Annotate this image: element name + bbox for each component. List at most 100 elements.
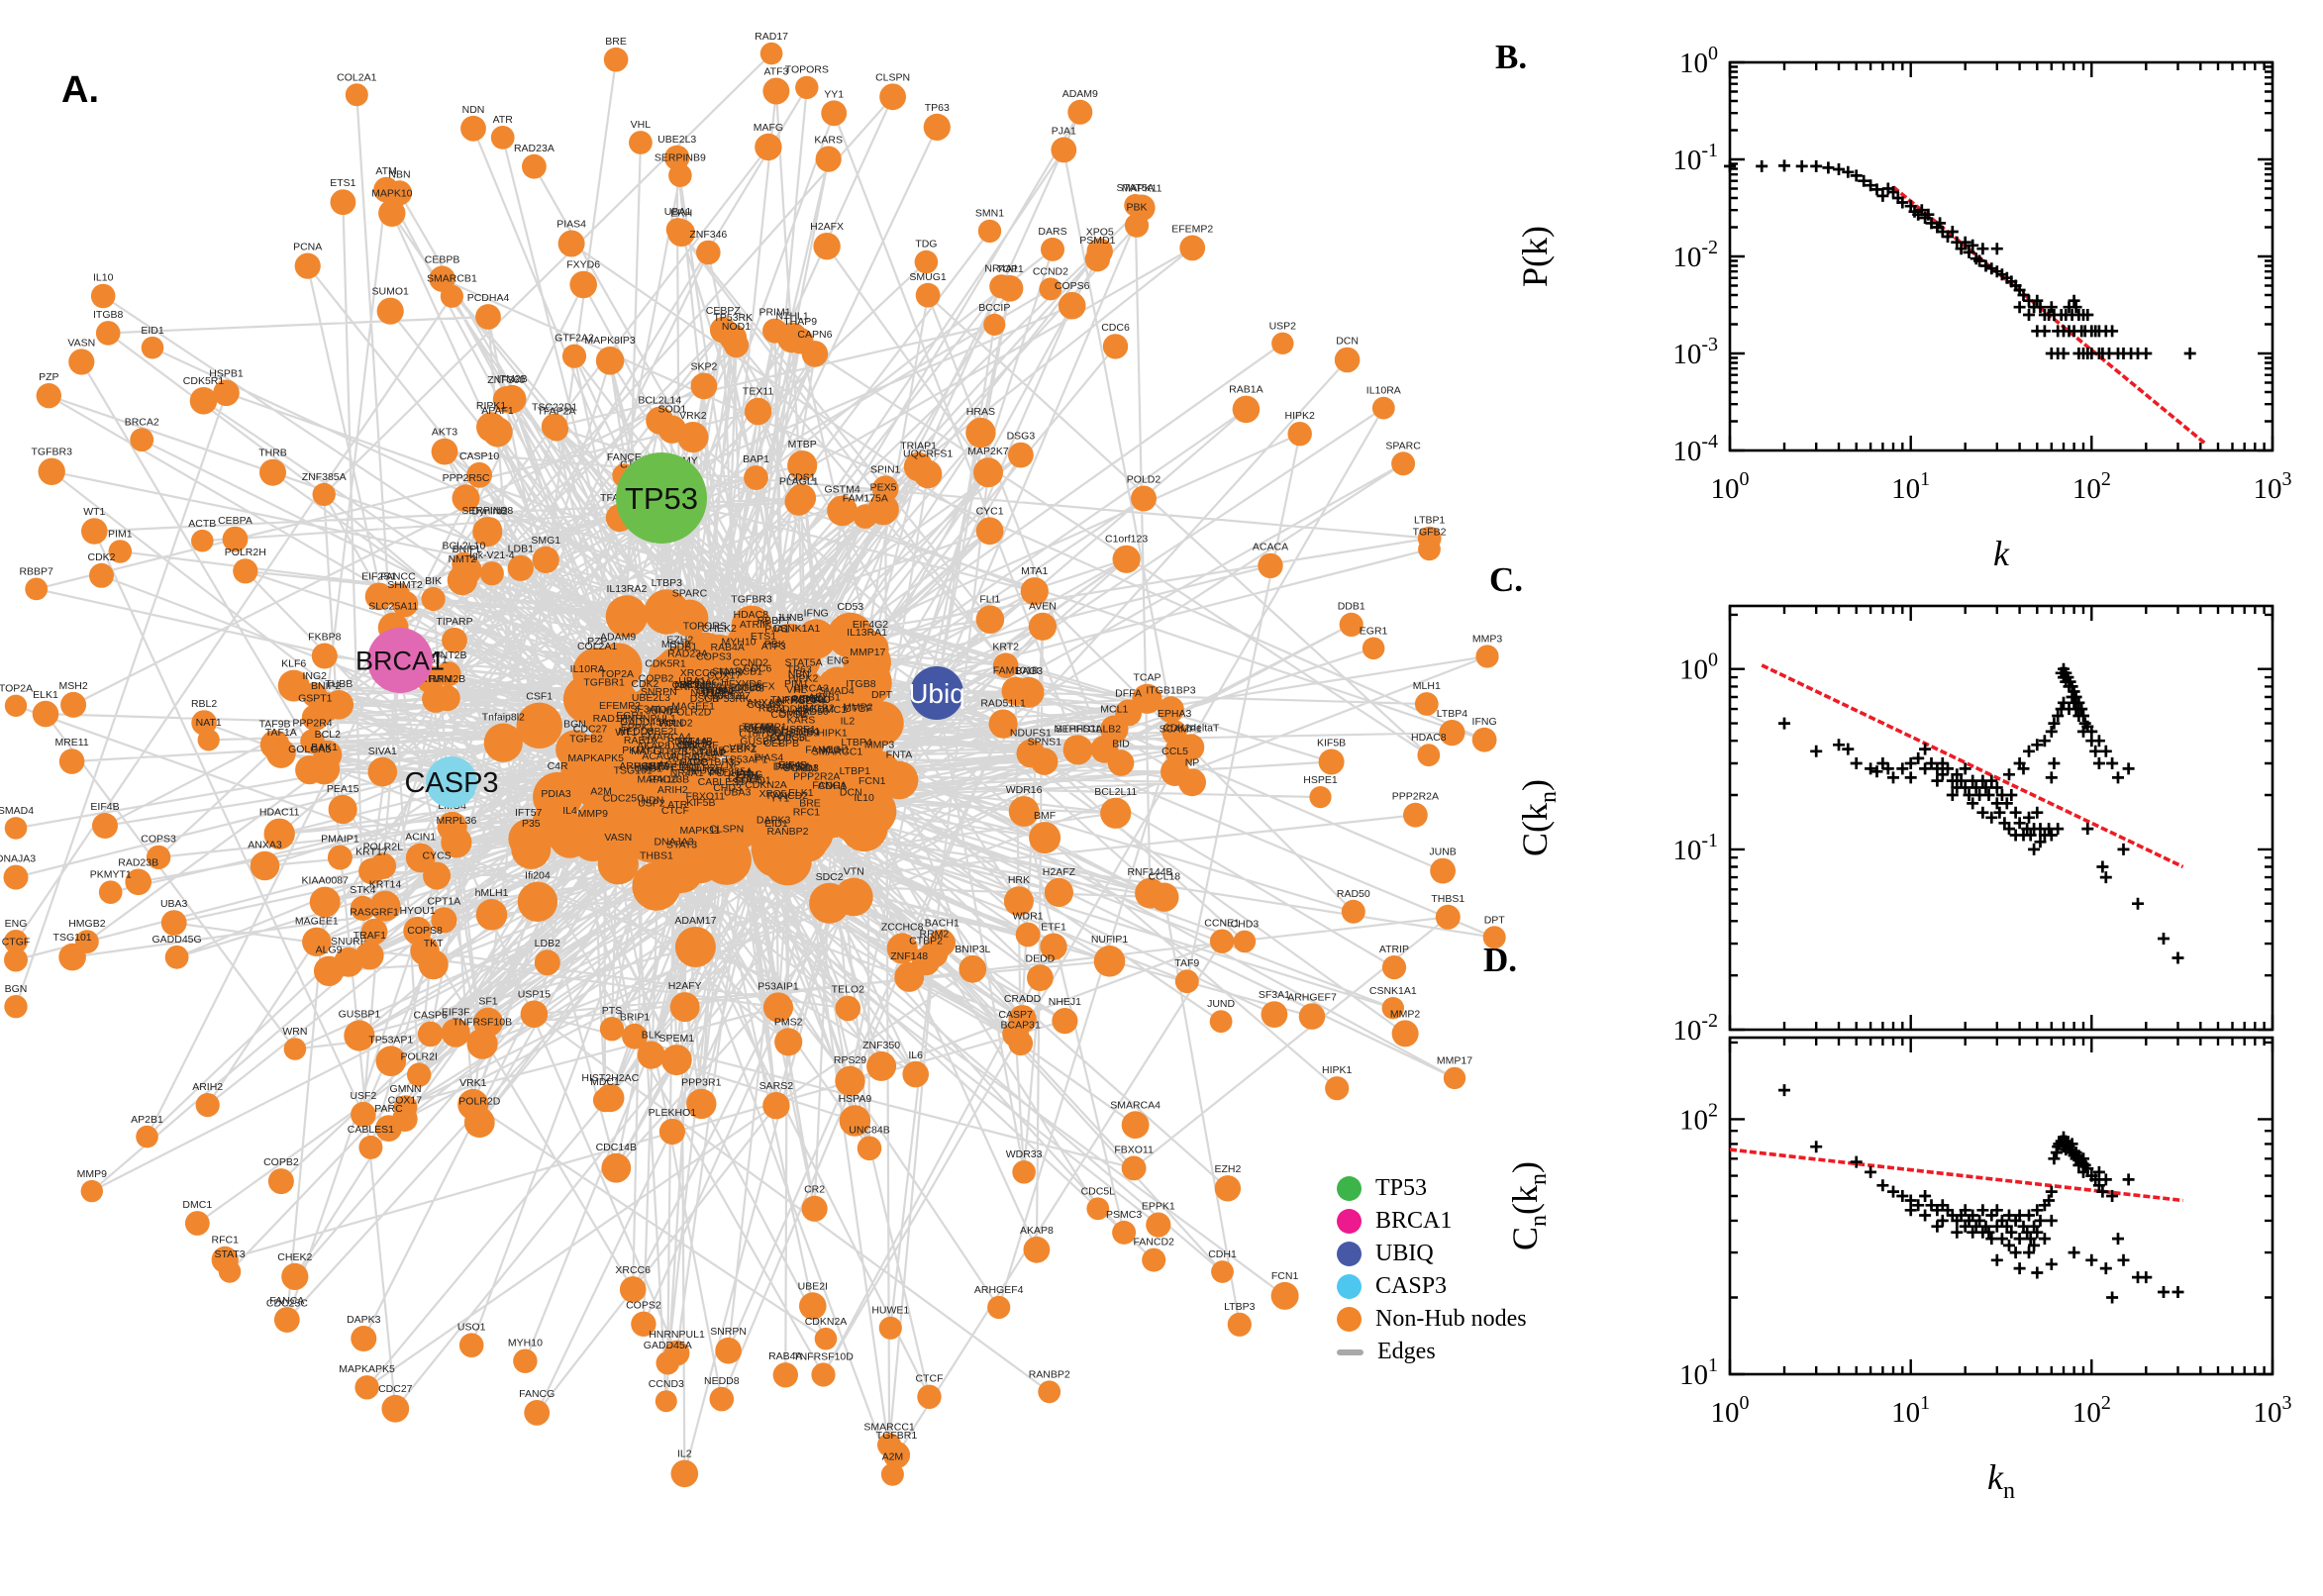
network-node-label: CTGF (844, 703, 872, 715)
network-node-label: H2AFZ (1043, 866, 1076, 878)
y-tick-label: 102 (1679, 1099, 1718, 1136)
network-node-label: MMP17 (850, 647, 885, 658)
network-node-label: ELK1 (33, 689, 58, 701)
network-node (516, 702, 562, 748)
network-node-label: BID (1112, 738, 1130, 749)
network-node-label: COPB2 (263, 1156, 299, 1168)
network-node-label: TAF9 (1174, 957, 1199, 969)
network-node-label: RFC1 (211, 1235, 239, 1247)
legend-item-label: TP53 (1375, 1175, 1428, 1201)
network-node (36, 383, 61, 409)
network-node-label: IL13RA2 (606, 583, 647, 595)
network-node (977, 219, 1002, 244)
network-node-label: CDC6 (744, 663, 772, 675)
network-node (637, 1041, 665, 1069)
network-node-label: PPP2R2A (793, 771, 840, 783)
network-node-label: COPS6 (1055, 280, 1090, 292)
network-node (369, 890, 401, 922)
network-node-label: ZNF360 (487, 374, 525, 386)
network-node-label: MMP3 (864, 739, 894, 750)
network-node (569, 270, 597, 299)
network-node-label: USO1 (457, 1321, 486, 1333)
network-node-label: ACACA (642, 750, 677, 762)
network-node-label: NBN (788, 668, 810, 680)
network-node-label: SNURF (683, 740, 719, 751)
network-node (572, 648, 623, 698)
network-node (1214, 1175, 1242, 1202)
network-node (814, 1327, 838, 1350)
network-node-label: CSF1 (526, 691, 553, 703)
network-node-label: VRK1 (729, 743, 757, 754)
network-node-label: TELO2 (832, 984, 864, 996)
network-node-label: HRK (1008, 874, 1030, 886)
network-node-label: DNAJA3 (654, 837, 693, 848)
legend-item-label: BRCA1 (1375, 1208, 1453, 1234)
network-node-label: FXYD6 (566, 259, 600, 271)
network-node (815, 146, 842, 172)
network-node (674, 927, 716, 967)
network-node-label: FXYD6 (729, 678, 762, 690)
network-node (294, 252, 321, 279)
network-node-label: NEDD8 (704, 1375, 740, 1387)
network-node-label: TRAF1 (354, 930, 386, 942)
network-node (375, 1046, 407, 1076)
network-node-label: HNRNPUL1 (620, 713, 676, 725)
network-node-label: EPHA3 (1158, 708, 1192, 720)
network-node-label: CDK2 (87, 551, 115, 563)
network-node-label: ATM (375, 165, 396, 177)
network-node-label: STK4 (350, 884, 375, 896)
network-node (483, 723, 523, 762)
network-node-label: CDKN2A (805, 1316, 848, 1328)
network-node-label: HNRNPUL1 (649, 1329, 705, 1341)
network-node (859, 701, 904, 746)
network-node-label: SCAMP1 (1160, 724, 1202, 736)
network-node (644, 589, 689, 635)
network-node (1179, 235, 1206, 261)
network-node-label: CASP10 (459, 450, 499, 462)
network-node-label: NR4A1 (984, 262, 1018, 274)
network-node-label: CCNE1 (1204, 918, 1240, 930)
network-node (744, 397, 772, 426)
network-node-label: BGN (563, 718, 586, 730)
network-node-label: GADD45G (767, 703, 817, 715)
network-node-label: COPB2 (639, 673, 674, 685)
network-node-label: AKAP8 (637, 740, 670, 751)
network-node-label: CHEK2 (702, 623, 737, 635)
network-node (367, 756, 398, 787)
network-node-label: DSG3 (1007, 431, 1036, 443)
network-node (1475, 645, 1499, 668)
network-node-label: RAD23B (649, 774, 689, 786)
network-node-label: NEDD8 (619, 726, 655, 738)
network-node (987, 1295, 1011, 1320)
network-node-label: KRT14 (369, 879, 402, 891)
network-node-label: BRCA2 (125, 416, 159, 428)
network-node (507, 554, 534, 581)
network-node-label: UBA3 (724, 786, 752, 798)
network-node (866, 1050, 897, 1081)
network-node (762, 77, 790, 105)
network-node (1403, 802, 1428, 828)
network-node (532, 546, 559, 574)
network-node-label: ZNF346 (689, 229, 727, 241)
network-node (1439, 720, 1465, 747)
network-node (466, 461, 492, 488)
network-node (1031, 748, 1059, 775)
network-node (1339, 612, 1364, 638)
network-node-label: NDN (641, 795, 663, 807)
network-node (476, 412, 507, 443)
network-node (1443, 1066, 1466, 1090)
network-node-label: SMARCA4 (641, 731, 691, 743)
network-node-label: WRN (282, 1026, 307, 1038)
network-node (1271, 332, 1294, 354)
network-node-label: GTF2A2 (696, 685, 736, 697)
network-node (772, 1362, 798, 1388)
network-node (375, 1115, 402, 1142)
network-node-label: NHEJ1 (680, 738, 713, 749)
network-node (795, 75, 819, 100)
network-node-label: SMARCB1 (427, 273, 477, 285)
network-node-label: UBA3 (160, 898, 188, 910)
network-node-label: TGFBR3 (31, 447, 72, 458)
network-node (442, 627, 467, 653)
